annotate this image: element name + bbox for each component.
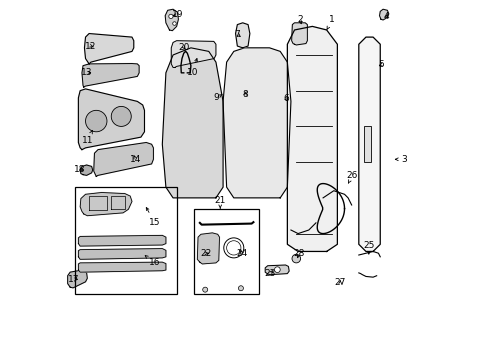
Text: 18: 18 — [74, 166, 85, 175]
Polygon shape — [82, 64, 139, 87]
Polygon shape — [291, 23, 307, 45]
Text: 26: 26 — [346, 171, 357, 183]
Circle shape — [291, 254, 300, 263]
Text: 22: 22 — [200, 249, 211, 258]
Circle shape — [172, 22, 176, 25]
Polygon shape — [80, 193, 132, 216]
Polygon shape — [162, 48, 223, 198]
Text: 21: 21 — [214, 196, 225, 208]
Polygon shape — [80, 165, 93, 175]
Circle shape — [238, 286, 243, 291]
Text: 8: 8 — [242, 90, 247, 99]
Circle shape — [203, 287, 207, 292]
Text: 19: 19 — [171, 10, 183, 19]
Polygon shape — [67, 270, 87, 288]
Polygon shape — [287, 26, 337, 251]
Text: 7: 7 — [234, 30, 240, 39]
Text: 28: 28 — [292, 249, 304, 258]
Polygon shape — [94, 143, 153, 176]
Text: 1: 1 — [326, 15, 334, 30]
Text: 14: 14 — [130, 155, 141, 164]
Text: 24: 24 — [236, 249, 247, 258]
Polygon shape — [364, 126, 370, 162]
Text: 4: 4 — [383, 12, 388, 21]
Text: 11: 11 — [81, 131, 93, 145]
Text: 23: 23 — [264, 269, 275, 278]
Polygon shape — [171, 41, 216, 67]
Polygon shape — [165, 9, 178, 31]
Polygon shape — [358, 37, 380, 251]
Polygon shape — [78, 235, 165, 246]
Text: 27: 27 — [334, 278, 345, 287]
Circle shape — [85, 111, 107, 132]
Text: 9: 9 — [213, 93, 222, 102]
Polygon shape — [78, 89, 144, 150]
Text: 16: 16 — [145, 256, 160, 267]
Text: 3: 3 — [395, 155, 407, 164]
Text: 5: 5 — [377, 60, 383, 69]
Polygon shape — [197, 233, 219, 264]
Polygon shape — [223, 48, 290, 198]
Circle shape — [274, 267, 280, 273]
Text: 13: 13 — [81, 68, 92, 77]
Text: 2: 2 — [296, 15, 302, 24]
Text: 10: 10 — [186, 59, 198, 77]
Polygon shape — [84, 33, 134, 64]
Text: 12: 12 — [85, 41, 97, 50]
Text: 15: 15 — [146, 207, 160, 227]
Polygon shape — [264, 265, 288, 275]
Polygon shape — [78, 249, 165, 259]
Text: 20: 20 — [178, 42, 189, 51]
Polygon shape — [78, 262, 165, 272]
Circle shape — [111, 107, 131, 126]
Circle shape — [168, 14, 173, 18]
Text: 17: 17 — [68, 275, 80, 284]
Polygon shape — [379, 9, 388, 20]
Polygon shape — [235, 23, 249, 48]
Text: 25: 25 — [363, 240, 374, 254]
Text: 6: 6 — [283, 94, 288, 103]
